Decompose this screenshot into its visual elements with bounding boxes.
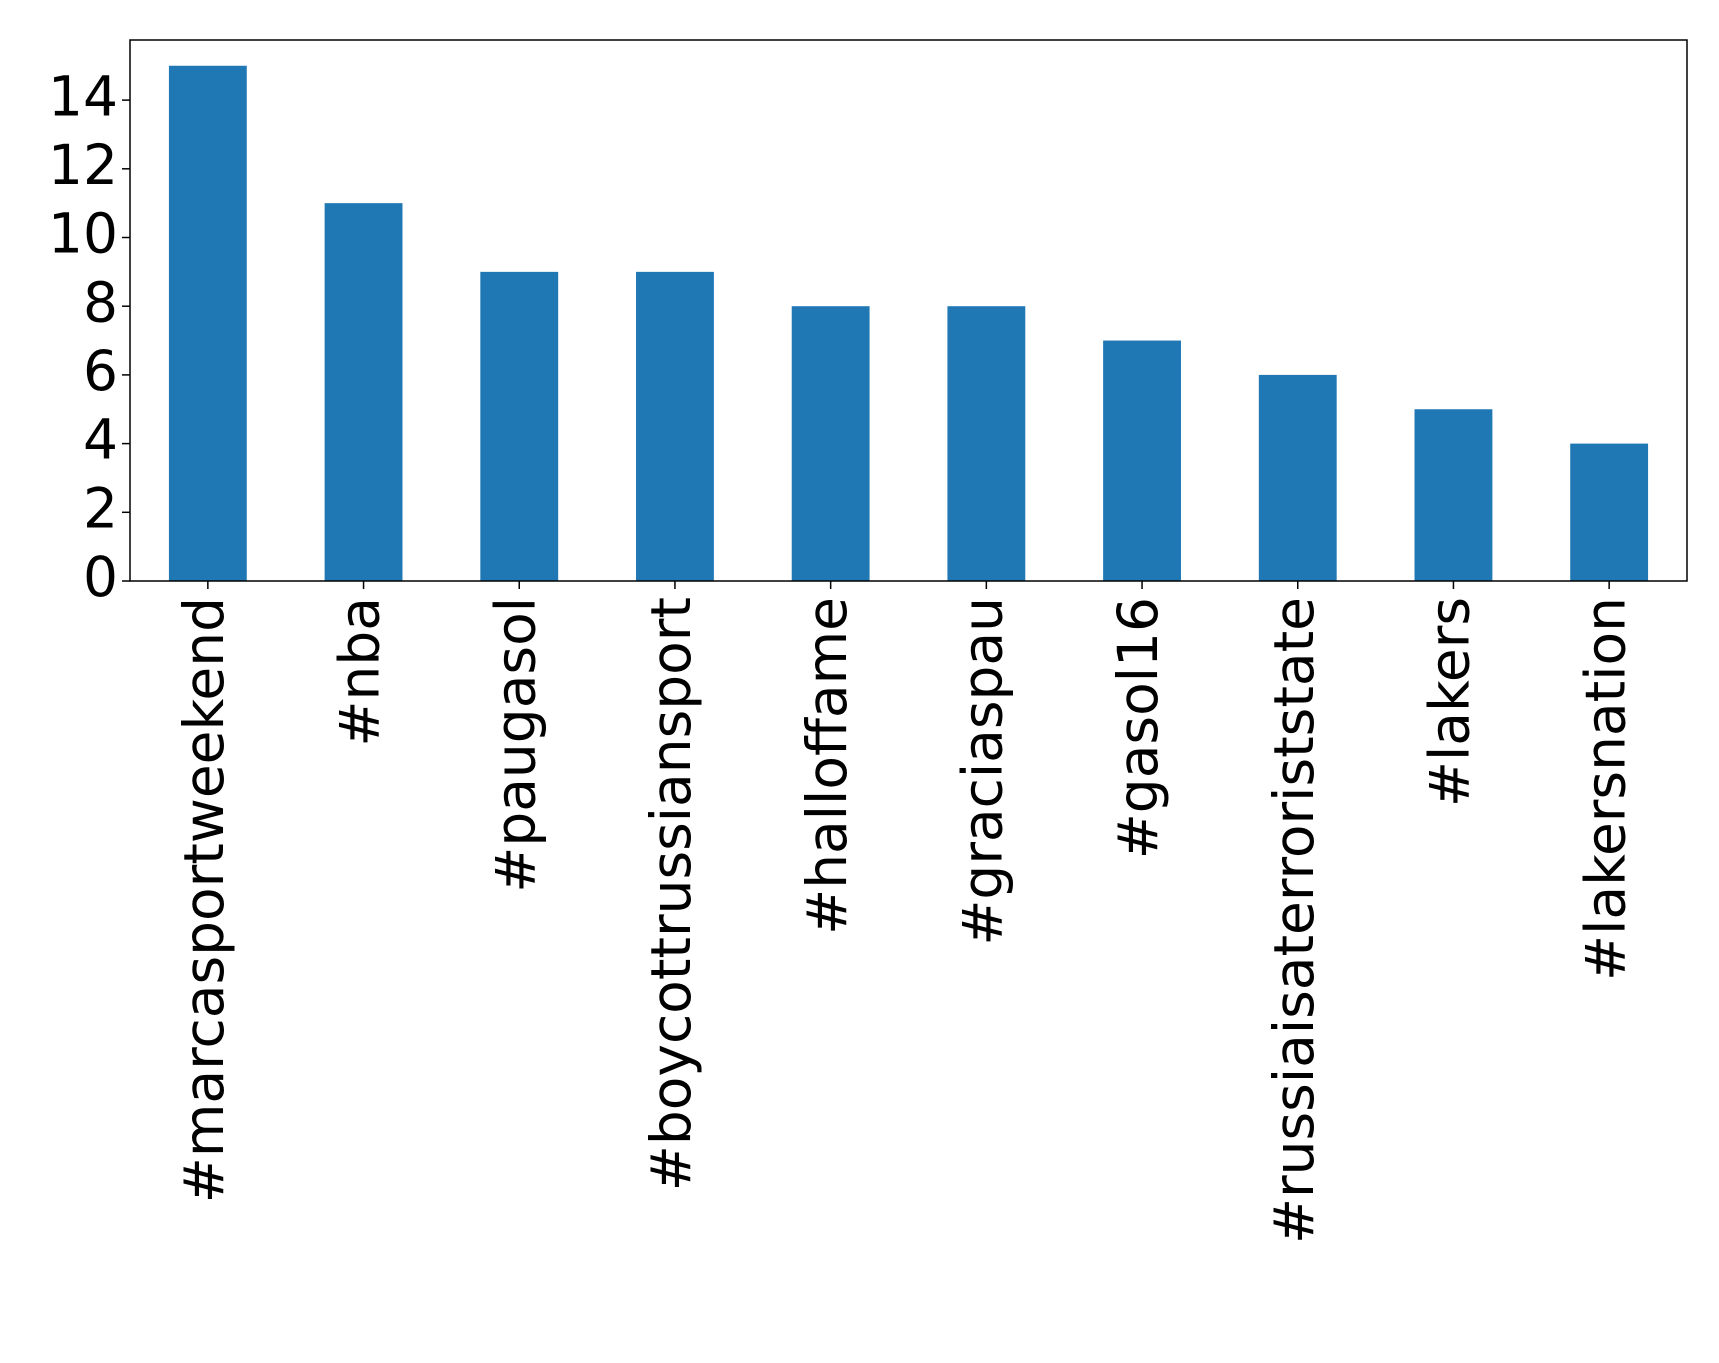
- bar: [1258, 374, 1337, 581]
- bar: [636, 271, 714, 581]
- x-tick-label: #russiaisaterroriststate: [1262, 597, 1326, 1244]
- y-tick-label: 12: [48, 133, 118, 197]
- y-tick-label: 4: [83, 408, 118, 472]
- x-tick-label: #lakersnation: [1573, 597, 1637, 981]
- x-tick-label: #lakers: [1418, 597, 1482, 807]
- bar: [947, 306, 1026, 581]
- bar: [168, 65, 247, 581]
- y-tick-label: 2: [83, 476, 118, 540]
- bar: [324, 203, 403, 581]
- x-tick-label: #halloffame: [795, 597, 859, 935]
- x-tick-label: #marcasportweekend: [172, 597, 236, 1203]
- x-tick-label: #gasol16: [1106, 597, 1170, 859]
- x-tick-label: #nba: [328, 597, 392, 747]
- bar: [1414, 409, 1493, 581]
- y-tick-label: 10: [48, 202, 118, 266]
- bar: [791, 306, 870, 581]
- y-tick-label: 14: [48, 64, 118, 128]
- plot-frame: [129, 39, 1688, 582]
- bar: [480, 271, 559, 581]
- x-tick-label: #graciaspau: [950, 597, 1014, 946]
- y-tick-label: 0: [83, 545, 118, 609]
- x-tick-label: #boycottrussiansport: [639, 597, 703, 1191]
- bar: [1570, 443, 1649, 581]
- y-tick-label: 6: [83, 339, 118, 403]
- y-tick-label: 8: [83, 270, 118, 334]
- x-tick-label: #paugasol: [483, 597, 547, 893]
- bar: [1103, 340, 1181, 581]
